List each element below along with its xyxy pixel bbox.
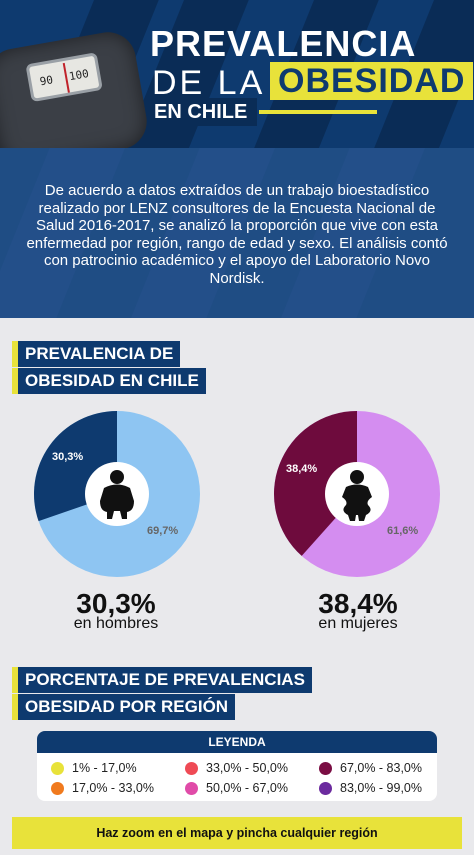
legend-item: 1% - 17,0% bbox=[51, 761, 137, 775]
women-donut-svg bbox=[274, 411, 440, 577]
man-silhouette-icon bbox=[100, 470, 134, 519]
scale-number: 90 bbox=[38, 72, 54, 88]
title-underline-bar bbox=[259, 110, 378, 114]
legend-item-label: 33,0% - 50,0% bbox=[206, 761, 288, 775]
section-title-line: PREVALENCIA DE bbox=[18, 341, 181, 367]
men-donut-chart: 30,3% 69,7% bbox=[34, 411, 200, 577]
legend-item-label: 67,0% - 83,0% bbox=[340, 761, 422, 775]
legend-item: 33,0% - 50,0% bbox=[185, 761, 288, 775]
intro-text: De acuerdo a datos extraídos de un traba… bbox=[26, 182, 448, 287]
section-title-line: OBESIDAD POR REGIÓN bbox=[18, 694, 236, 720]
scale-dial: 90 100 bbox=[25, 52, 103, 103]
legend-item: 83,0% - 99,0% bbox=[319, 781, 422, 795]
men-rest-label: 69,7% bbox=[147, 525, 179, 537]
legend-item: 17,0% - 33,0% bbox=[51, 781, 154, 795]
title-line-3-text: EN CHILE bbox=[154, 101, 248, 123]
intro-panel: De acuerdo a datos extraídos de un traba… bbox=[0, 148, 474, 318]
section-title-regions: PORCENTAJE DE PREVALENCIAS OBESIDAD POR … bbox=[18, 667, 312, 721]
section-title-line: PORCENTAJE DE PREVALENCIAS bbox=[18, 667, 312, 693]
legend-item-label: 83,0% - 99,0% bbox=[340, 781, 422, 795]
section-title-line: OBESIDAD EN CHILE bbox=[18, 368, 206, 394]
legend-title: LEYENDA bbox=[37, 731, 437, 753]
legend-item-label: 50,0% - 67,0% bbox=[206, 781, 288, 795]
legend-item: 50,0% - 67,0% bbox=[185, 781, 288, 795]
legend-item-label: 17,0% - 33,0% bbox=[72, 781, 154, 795]
legend-swatch bbox=[51, 781, 64, 795]
legend-swatch bbox=[185, 761, 198, 775]
men-donut-svg bbox=[34, 411, 200, 577]
legend-panel: 1% - 17,0% 17,0% - 33,0% 33,0% - 50,0% 5… bbox=[37, 753, 437, 801]
title-line-1: PREVALENCIA bbox=[150, 23, 417, 64]
legend-swatch bbox=[319, 781, 332, 795]
legend-item-label: 1% - 17,0% bbox=[72, 761, 137, 775]
women-donut-slice bbox=[274, 411, 357, 556]
women-big-percentage: 38,4% bbox=[318, 588, 398, 619]
zoom-instruction-bar[interactable]: Haz zoom en el mapa y pincha cualquier r… bbox=[12, 817, 462, 849]
bathroom-scale-image: 90 100 bbox=[0, 27, 152, 148]
section-title-prevalence: PREVALENCIA DE OBESIDAD EN CHILE bbox=[18, 341, 206, 395]
legend-item: 67,0% - 83,0% bbox=[319, 761, 422, 775]
women-pct-label: 38,4% bbox=[286, 463, 318, 475]
women-subtitle: en mujeres bbox=[318, 615, 398, 632]
legend-swatch bbox=[185, 781, 198, 795]
title-highlight: OBESIDAD bbox=[270, 62, 474, 100]
woman-silhouette-icon bbox=[342, 470, 372, 521]
legend-swatch bbox=[51, 761, 64, 775]
title-line-2: DE LA bbox=[152, 64, 266, 102]
legend-swatch bbox=[319, 761, 332, 775]
title-line-3: EN CHILE bbox=[150, 98, 378, 126]
header-banner: 90 100 PREVALENCIA DE LA OBESIDAD EN CHI… bbox=[0, 0, 474, 148]
men-big-percentage: 30,3% bbox=[76, 588, 156, 619]
scale-number: 100 bbox=[67, 66, 90, 83]
women-donut-chart: 38,4% 61,6% bbox=[274, 411, 440, 577]
men-subtitle: en hombres bbox=[73, 615, 159, 632]
men-pct-label: 30,3% bbox=[52, 451, 84, 463]
women-rest-label: 61,6% bbox=[387, 525, 419, 537]
